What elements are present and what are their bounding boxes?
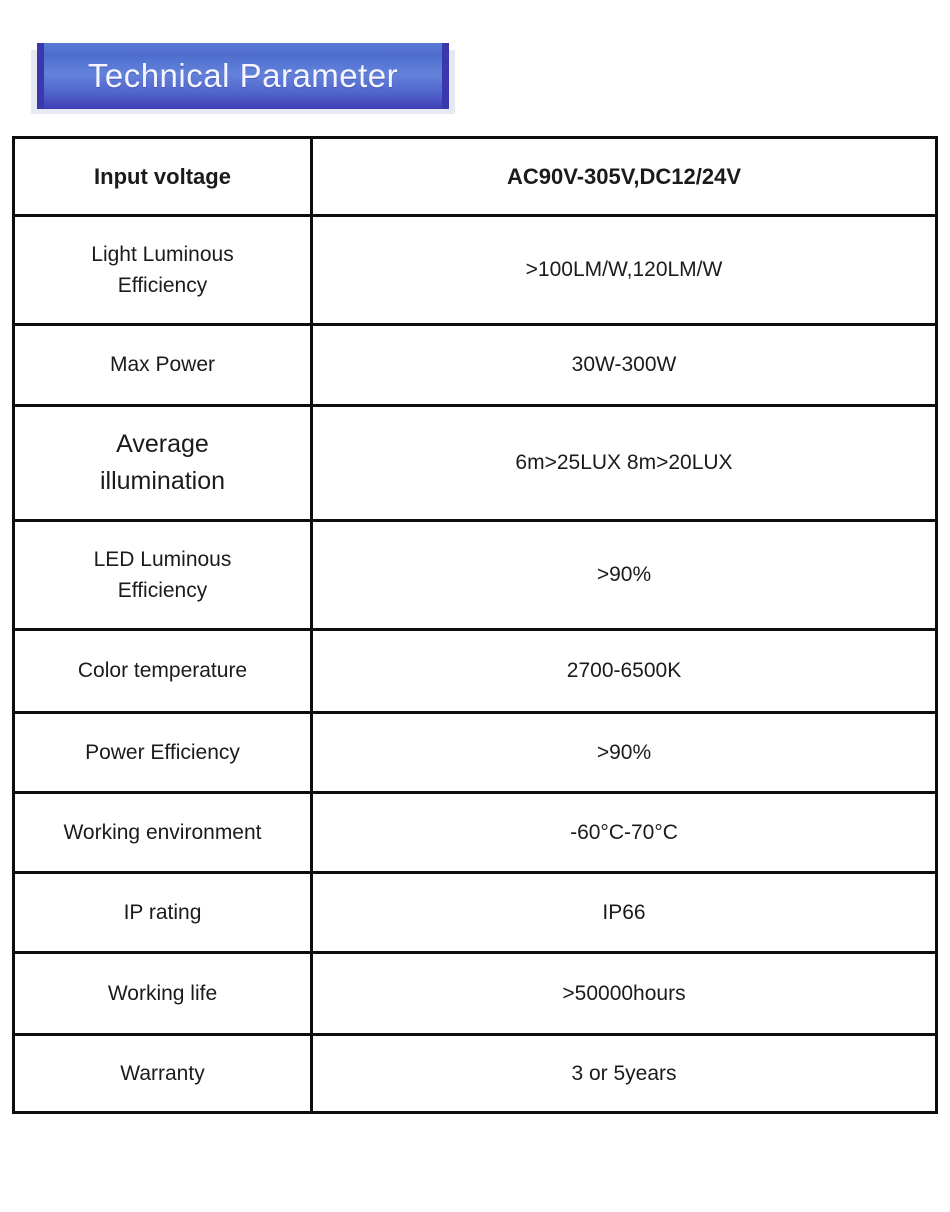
section-header-banner: Technical Parameter: [37, 43, 449, 109]
parameter-value: >50000hours: [310, 951, 938, 1036]
parameter-name: Light Luminous Efficiency: [12, 214, 313, 326]
technical-parameter-table: Input voltage AC90V-305V,DC12/24V Light …: [12, 136, 938, 1114]
table-row: Working environment -60°C-70°C: [12, 791, 938, 874]
parameter-name: Power Efficiency: [12, 711, 313, 794]
parameter-name: IP rating: [12, 871, 313, 954]
parameter-name: Working environment: [12, 791, 313, 874]
parameter-value: 2700-6500K: [310, 628, 938, 714]
section-title: Technical Parameter: [87, 57, 399, 94]
parameter-name: Warranty: [12, 1033, 313, 1114]
parameter-value: 3 or 5years: [310, 1033, 938, 1114]
parameter-value: AC90V-305V,DC12/24V: [310, 136, 938, 217]
table-row: Working life >50000hours: [12, 951, 938, 1036]
parameter-value: 30W-300W: [310, 323, 938, 407]
parameter-name: Input voltage: [12, 136, 313, 217]
parameter-name: Working life: [12, 951, 313, 1036]
parameter-name: Color temperature: [12, 628, 313, 714]
parameter-value: >90%: [310, 519, 938, 631]
table-row: Max Power 30W-300W: [12, 323, 938, 407]
parameter-value: >100LM/W,120LM/W: [310, 214, 938, 326]
parameter-value: 6m>25LUX 8m>20LUX: [310, 404, 938, 522]
parameter-name: Average illumination: [12, 404, 313, 522]
table-row: Power Efficiency >90%: [12, 711, 938, 794]
table-row: Warranty 3 or 5years: [12, 1033, 938, 1114]
table-body: Input voltage AC90V-305V,DC12/24V Light …: [12, 136, 938, 1114]
parameter-value: IP66: [310, 871, 938, 954]
parameter-name: LED Luminous Efficiency: [12, 519, 313, 631]
parameter-value: >90%: [310, 711, 938, 794]
table-row: Light Luminous Efficiency >100LM/W,120LM…: [12, 214, 938, 326]
table-row: Average illumination 6m>25LUX 8m>20LUX: [12, 404, 938, 522]
parameter-value: -60°C-70°C: [310, 791, 938, 874]
parameter-name: Max Power: [12, 323, 313, 407]
table-row: IP rating IP66: [12, 871, 938, 954]
table-row: LED Luminous Efficiency >90%: [12, 519, 938, 631]
table-row: Color temperature 2700-6500K: [12, 628, 938, 714]
table-row: Input voltage AC90V-305V,DC12/24V: [12, 136, 938, 217]
